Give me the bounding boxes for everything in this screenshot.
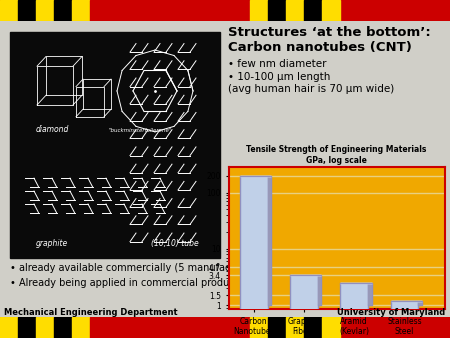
Text: • few nm diameter: • few nm diameter [228, 58, 327, 69]
Text: University of Maryland: University of Maryland [337, 308, 446, 317]
Polygon shape [368, 283, 372, 305]
Bar [18, 0, 36, 21]
Bar [240, 175, 268, 338]
Bar [18, 317, 36, 338]
Bar [54, 0, 72, 21]
Bar [286, 317, 304, 338]
Bar [391, 301, 418, 338]
Text: "buckminsterfullerene": "buckminsterfullerene" [108, 128, 172, 133]
Text: diamond: diamond [35, 125, 69, 134]
Bar [360, 0, 450, 21]
Text: (avg human hair is 70 μm wide): (avg human hair is 70 μm wide) [228, 84, 394, 95]
Text: • Already being applied in commercial products: • Already being applied in commercial pr… [10, 278, 243, 288]
Bar [72, 0, 90, 21]
Bar [290, 274, 318, 338]
Bar [322, 317, 340, 338]
Bar [360, 317, 450, 338]
Bar [304, 317, 322, 338]
Polygon shape [268, 175, 271, 305]
Bar [268, 0, 286, 21]
Bar [72, 317, 90, 338]
Text: Carbon nanotubes (CNT): Carbon nanotubes (CNT) [228, 42, 412, 54]
Bar [250, 0, 268, 21]
Text: Structures ‘at the bottom’:: Structures ‘at the bottom’: [228, 26, 431, 39]
Text: (10,10) tube: (10,10) tube [151, 239, 199, 248]
Bar [0, 0, 18, 21]
Text: • already available commercially (5 manufacturers): • already available commercially (5 manu… [10, 263, 263, 273]
Bar [10, 32, 220, 258]
Bar [250, 317, 268, 338]
Bar [0, 317, 18, 338]
Bar [36, 0, 54, 21]
Polygon shape [318, 274, 321, 305]
Bar [268, 317, 286, 338]
Polygon shape [418, 301, 422, 305]
Bar [54, 317, 72, 338]
Bar [90, 0, 250, 21]
Bar [90, 317, 250, 338]
Bar [340, 283, 368, 338]
Bar [36, 317, 54, 338]
Bar [304, 0, 322, 21]
Text: • 10-100 μm length: • 10-100 μm length [228, 72, 330, 81]
Text: graphite: graphite [36, 239, 68, 248]
Bar [286, 0, 304, 21]
Text: Mechanical Engineering Department: Mechanical Engineering Department [4, 308, 178, 317]
Title: Tensile Strength of Engineering Materials
GPa, log scale: Tensile Strength of Engineering Material… [247, 145, 427, 165]
Bar [322, 0, 340, 21]
